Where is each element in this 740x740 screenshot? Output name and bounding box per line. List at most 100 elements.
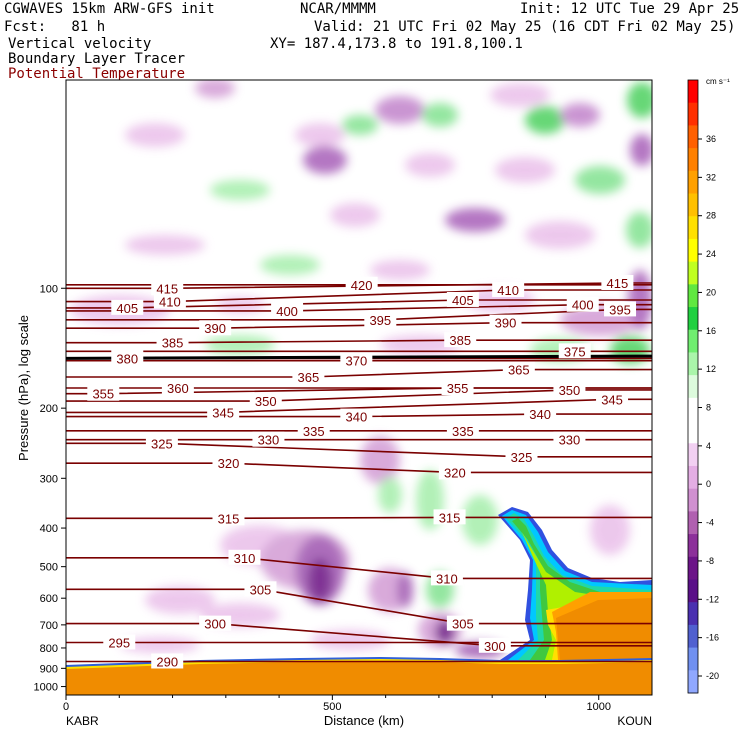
colorbar-swatch bbox=[688, 125, 698, 149]
isentrope-label-bg bbox=[151, 280, 184, 296]
isentrope-label-bg bbox=[297, 422, 330, 438]
colorbar-swatch bbox=[688, 397, 698, 422]
isentrope-label: 410 bbox=[497, 283, 519, 298]
isentrope-label-bg bbox=[207, 404, 240, 420]
isentrope-label-bg bbox=[199, 320, 232, 336]
colorbar-swatch bbox=[688, 238, 698, 263]
colorbar-swatch bbox=[688, 670, 698, 694]
colorbar-swatch bbox=[688, 556, 698, 580]
isentrope-label-bg bbox=[271, 302, 304, 318]
isentrope-label: 330 bbox=[258, 433, 280, 448]
y-tick-label: 400 bbox=[40, 523, 58, 535]
isentrope-label-bg bbox=[524, 406, 557, 422]
colorbar-swatch bbox=[688, 170, 698, 195]
x-endpoint-left: KABR bbox=[66, 714, 99, 728]
isentrope-label: 365 bbox=[298, 370, 320, 385]
isentrope-label-bg bbox=[292, 368, 325, 384]
isentrope-label-bg bbox=[433, 509, 466, 525]
isentrope-line bbox=[66, 321, 652, 329]
isentrope-label-bg bbox=[553, 381, 586, 397]
isentrope-label: 405 bbox=[116, 301, 138, 316]
isentrope-label: 310 bbox=[436, 571, 458, 586]
colorbar-swatch bbox=[688, 102, 698, 126]
isentrope-label: 300 bbox=[484, 639, 506, 654]
isentrope-label: 315 bbox=[439, 510, 461, 525]
colorbar-label: 32 bbox=[706, 172, 716, 182]
isentrope-label: 415 bbox=[156, 281, 178, 296]
colorbar-swatch bbox=[688, 534, 698, 558]
isentrope-label-bg bbox=[446, 291, 479, 307]
isentrope-label: 315 bbox=[218, 511, 240, 526]
isentrope-label: 415 bbox=[607, 276, 629, 291]
isentrope-line bbox=[66, 389, 652, 402]
colorbar-label: 8 bbox=[706, 403, 711, 413]
isentrope-label-bg bbox=[153, 293, 186, 309]
isentrope-label-bg bbox=[505, 448, 538, 464]
colorbar-swatch bbox=[688, 307, 698, 331]
colorbar-label: -16 bbox=[706, 633, 719, 643]
y-tick-label: 100 bbox=[40, 283, 58, 295]
isentrope-label: 320 bbox=[444, 465, 466, 480]
isentrope-label-bg bbox=[502, 361, 535, 377]
valid-time: Valid: 21 UTC Fri 02 May 25 (16 CDT Fri … bbox=[314, 19, 736, 35]
colorbar-swatch bbox=[688, 216, 698, 240]
isentrope-label: 345 bbox=[601, 392, 623, 407]
colorbar-swatch bbox=[688, 602, 698, 626]
y-tick-label: 800 bbox=[40, 643, 58, 655]
isentrope-label: 295 bbox=[108, 635, 130, 650]
y-tick-label: 700 bbox=[40, 620, 58, 632]
colorbar: 36 32 28 24 20 16 12 8 4 0 -4 -8 -12 -16 -20 bbox=[687, 79, 719, 694]
isentrope-label-bg bbox=[345, 276, 378, 292]
isentrope-label: 320 bbox=[218, 456, 240, 471]
forecast-hour: Fcst: 81 h bbox=[4, 19, 106, 35]
x-tick-label: 0 bbox=[63, 701, 69, 713]
isentrope-label: 380 bbox=[116, 351, 138, 366]
isentrope-label-bg bbox=[441, 380, 474, 396]
isentrope-label-bg bbox=[558, 343, 591, 359]
center-name: NCAR/MMMM bbox=[300, 1, 376, 17]
y-axis-label: Pressure (hPa), log scale bbox=[16, 315, 31, 461]
init-time: Init: 12 UTC Tue 29 Apr 25 bbox=[520, 1, 740, 17]
colorbar-swatch bbox=[688, 193, 698, 217]
isentrope-label-bg bbox=[438, 464, 471, 480]
field-boundary-layer-tracer: Boundary Layer Tracer bbox=[8, 51, 186, 67]
isentrope-label-bg bbox=[111, 350, 144, 366]
colorbar-swatch bbox=[688, 443, 698, 467]
colorbar-swatch bbox=[688, 579, 698, 603]
colorbar-swatch bbox=[688, 375, 698, 399]
x-endpoint-right: KOUN bbox=[617, 714, 652, 728]
isentrope-label-bg bbox=[340, 408, 373, 424]
isentrope-label: 355 bbox=[92, 387, 114, 402]
isentrope-label: 405 bbox=[452, 293, 474, 308]
isentrope-line bbox=[66, 557, 652, 580]
isentrope-label-bg bbox=[87, 385, 120, 401]
isentrope-label-bg bbox=[156, 334, 189, 350]
isentrope-label: 395 bbox=[369, 313, 391, 328]
isentrope-label: 360 bbox=[167, 381, 189, 396]
isentrope-label: 335 bbox=[452, 424, 474, 439]
colorbar-swatch bbox=[688, 148, 698, 172]
isentrope-label: 340 bbox=[345, 410, 367, 425]
isentrope-label-bg bbox=[430, 570, 463, 586]
field-potential-temperature: Potential Temperature bbox=[8, 66, 186, 82]
isentrope-label: 395 bbox=[609, 302, 631, 317]
isentrope-label: 290 bbox=[156, 654, 178, 669]
isentrope-label-bg bbox=[446, 422, 479, 438]
isentrope-label-bg bbox=[244, 581, 277, 597]
isentrope-label: 305 bbox=[250, 582, 272, 597]
isentrope-label: 340 bbox=[529, 407, 551, 422]
cross-section-xy: XY= 187.4,173.8 to 191.8,100.1 bbox=[270, 36, 523, 52]
isentrope-label: 355 bbox=[447, 381, 469, 396]
colorbar-label: 28 bbox=[706, 211, 716, 221]
isentrope-label-bg bbox=[151, 653, 184, 669]
isentrope-line bbox=[66, 368, 652, 378]
colorbar-label: 36 bbox=[706, 134, 716, 144]
isentrope-label: 410 bbox=[159, 295, 181, 310]
isentrope-label: 345 bbox=[212, 405, 234, 420]
isentrope-label-bg bbox=[444, 332, 477, 348]
isentrope-label: 390 bbox=[204, 321, 226, 336]
isentrope-label-bg bbox=[446, 615, 479, 631]
isentrope-label-bg bbox=[212, 510, 245, 526]
isentrope-label-bg bbox=[601, 274, 634, 290]
